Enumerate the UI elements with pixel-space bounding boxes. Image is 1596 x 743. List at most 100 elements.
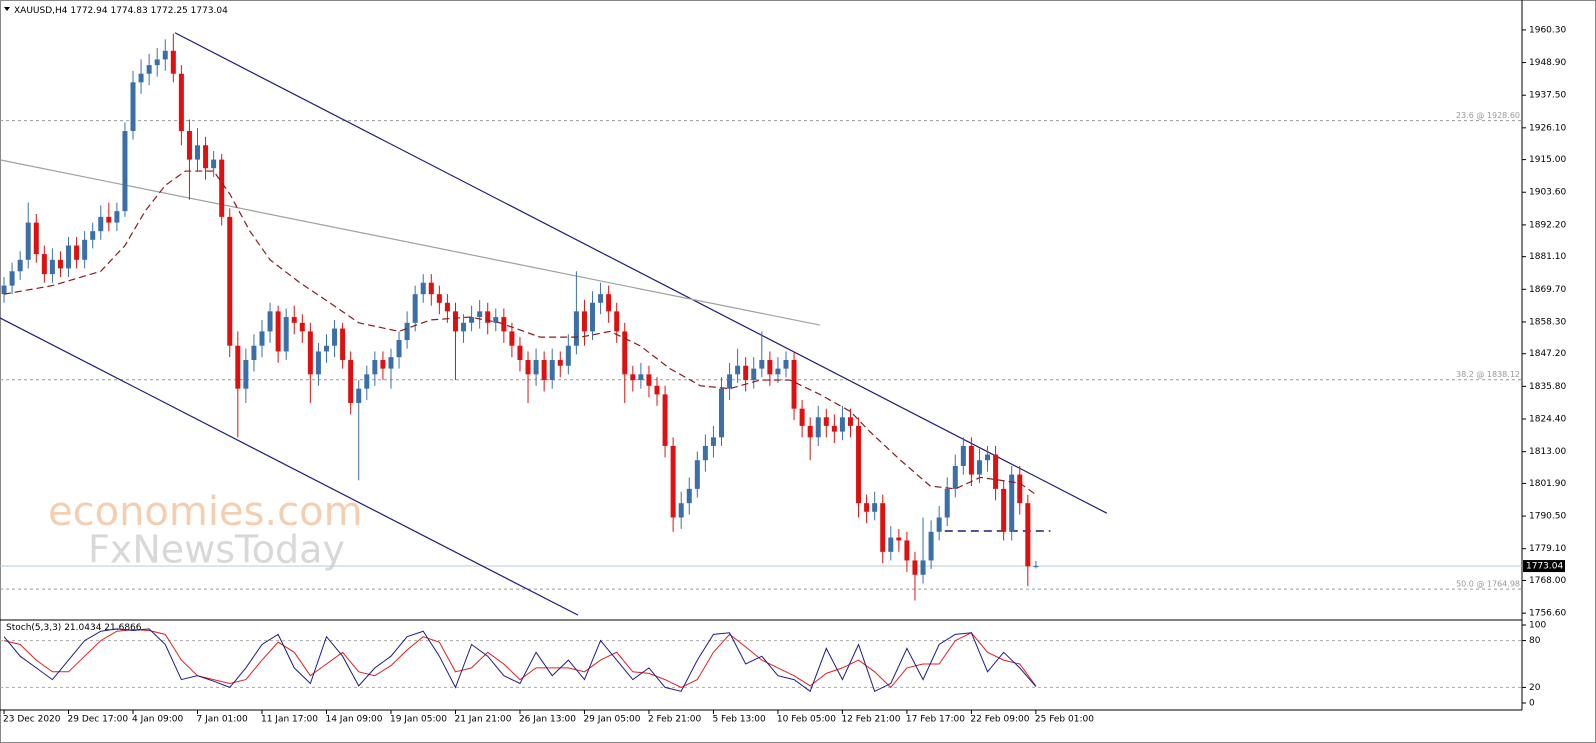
candle-body [541,360,547,381]
candle-body [710,437,716,446]
candle-body [581,311,587,332]
watermark: FxNewsToday [88,528,345,572]
candle-body [154,59,160,66]
candle-body [533,360,539,375]
candle-body [106,216,112,223]
y-tick-label: 1903.60 [1529,188,1566,198]
candle-body [98,216,104,232]
candle-body [74,245,80,260]
candle-body [1033,566,1039,568]
candle-body [299,322,305,332]
indicator-tick-label: 20 [1529,683,1541,693]
candle-body [767,360,773,375]
candle-body [775,368,781,375]
x-tick-label: 26 Jan 13:00 [519,715,576,725]
candle-body [622,331,628,375]
candle-body [686,488,692,504]
indicator-tick-label: 80 [1529,636,1541,646]
candle-body [420,282,426,295]
candle-body [654,385,660,395]
candle-body [718,388,724,438]
y-tick-label: 1790.50 [1529,512,1566,522]
main-value: 21.0434 [64,623,101,633]
candle-body [477,311,483,318]
candle-body [9,271,15,286]
low: 1772.25 [151,6,188,16]
candle-body [428,282,434,295]
candle-body [759,360,765,369]
candle-body [33,222,39,255]
candle-body [920,560,926,575]
candle-body [436,294,442,303]
candle-body [815,417,821,438]
x-tick-label: 11 Jan 17:00 [261,715,318,725]
candle-body [872,503,878,512]
candle-body [985,454,991,461]
candle-body [372,360,378,375]
candle-body [517,345,523,361]
candle-body [831,425,837,432]
x-tick-label: 7 Jan 01:00 [197,715,249,725]
candle-body [283,317,289,352]
candle-body [646,374,652,386]
candle-body [259,331,265,346]
x-tick-label: 10 Feb 05:00 [777,715,836,725]
x-tick-label: 14 Jan 09:00 [325,715,382,725]
candle-body [388,357,394,369]
candle-body [670,445,676,518]
candle-body [1009,474,1015,532]
candle-body [888,537,894,552]
indicator-tick-label: 0 [1529,699,1535,709]
candle-body [614,311,620,332]
x-tick-label: 29 Jan 05:00 [583,715,640,725]
watermark: economies.com [48,489,363,535]
level-label: 23.6 @ 1928.60 [1456,111,1520,120]
candle-body [211,159,217,169]
candle-body [364,374,370,389]
candle-body [275,311,281,352]
chart-header: XAUUSD,H4 1772.94 1774.83 1772.25 1773.0… [14,6,228,16]
candle-body [727,374,733,389]
x-tick-label: 22 Feb 09:00 [970,715,1029,725]
y-tick-label: 1881.10 [1529,252,1566,262]
candle-body [307,331,313,375]
candle-body [340,328,346,361]
candle-body [412,294,418,323]
candle-body [598,294,604,303]
candle-body [332,328,338,346]
x-tick-label: 2 Feb 21:00 [648,715,702,725]
candle-body [944,488,950,518]
candle-body [743,365,749,381]
candle-body [783,360,789,369]
candle-body [461,322,467,332]
candle-body [549,360,555,381]
y-tick-label: 1801.90 [1529,479,1566,489]
trendline [0,317,579,616]
y-tick-label: 1960.30 [1529,25,1566,35]
candle-body [485,311,491,323]
candle-body [57,259,63,269]
candle-body [960,445,966,466]
y-tick-label: 1915.00 [1529,155,1566,165]
candle-body [17,259,23,272]
candle-body [557,360,563,366]
candle-body [928,531,934,561]
candle-body [896,537,902,541]
candle-body [90,231,96,240]
candle-body [856,425,862,504]
y-tick-label: 1892.20 [1529,220,1566,230]
candle-body [219,159,225,217]
candle-body [66,245,72,269]
candle-body [493,317,499,323]
candle-body [243,360,249,389]
candle-body [41,254,47,275]
y-tick-label: 1835.80 [1529,382,1566,392]
candle-body [396,339,402,358]
candle-body [452,311,458,332]
candle-body [195,145,201,160]
candle-body [25,222,31,260]
candle-body [82,239,88,260]
candle-body [904,540,910,561]
candle-body [606,294,612,312]
